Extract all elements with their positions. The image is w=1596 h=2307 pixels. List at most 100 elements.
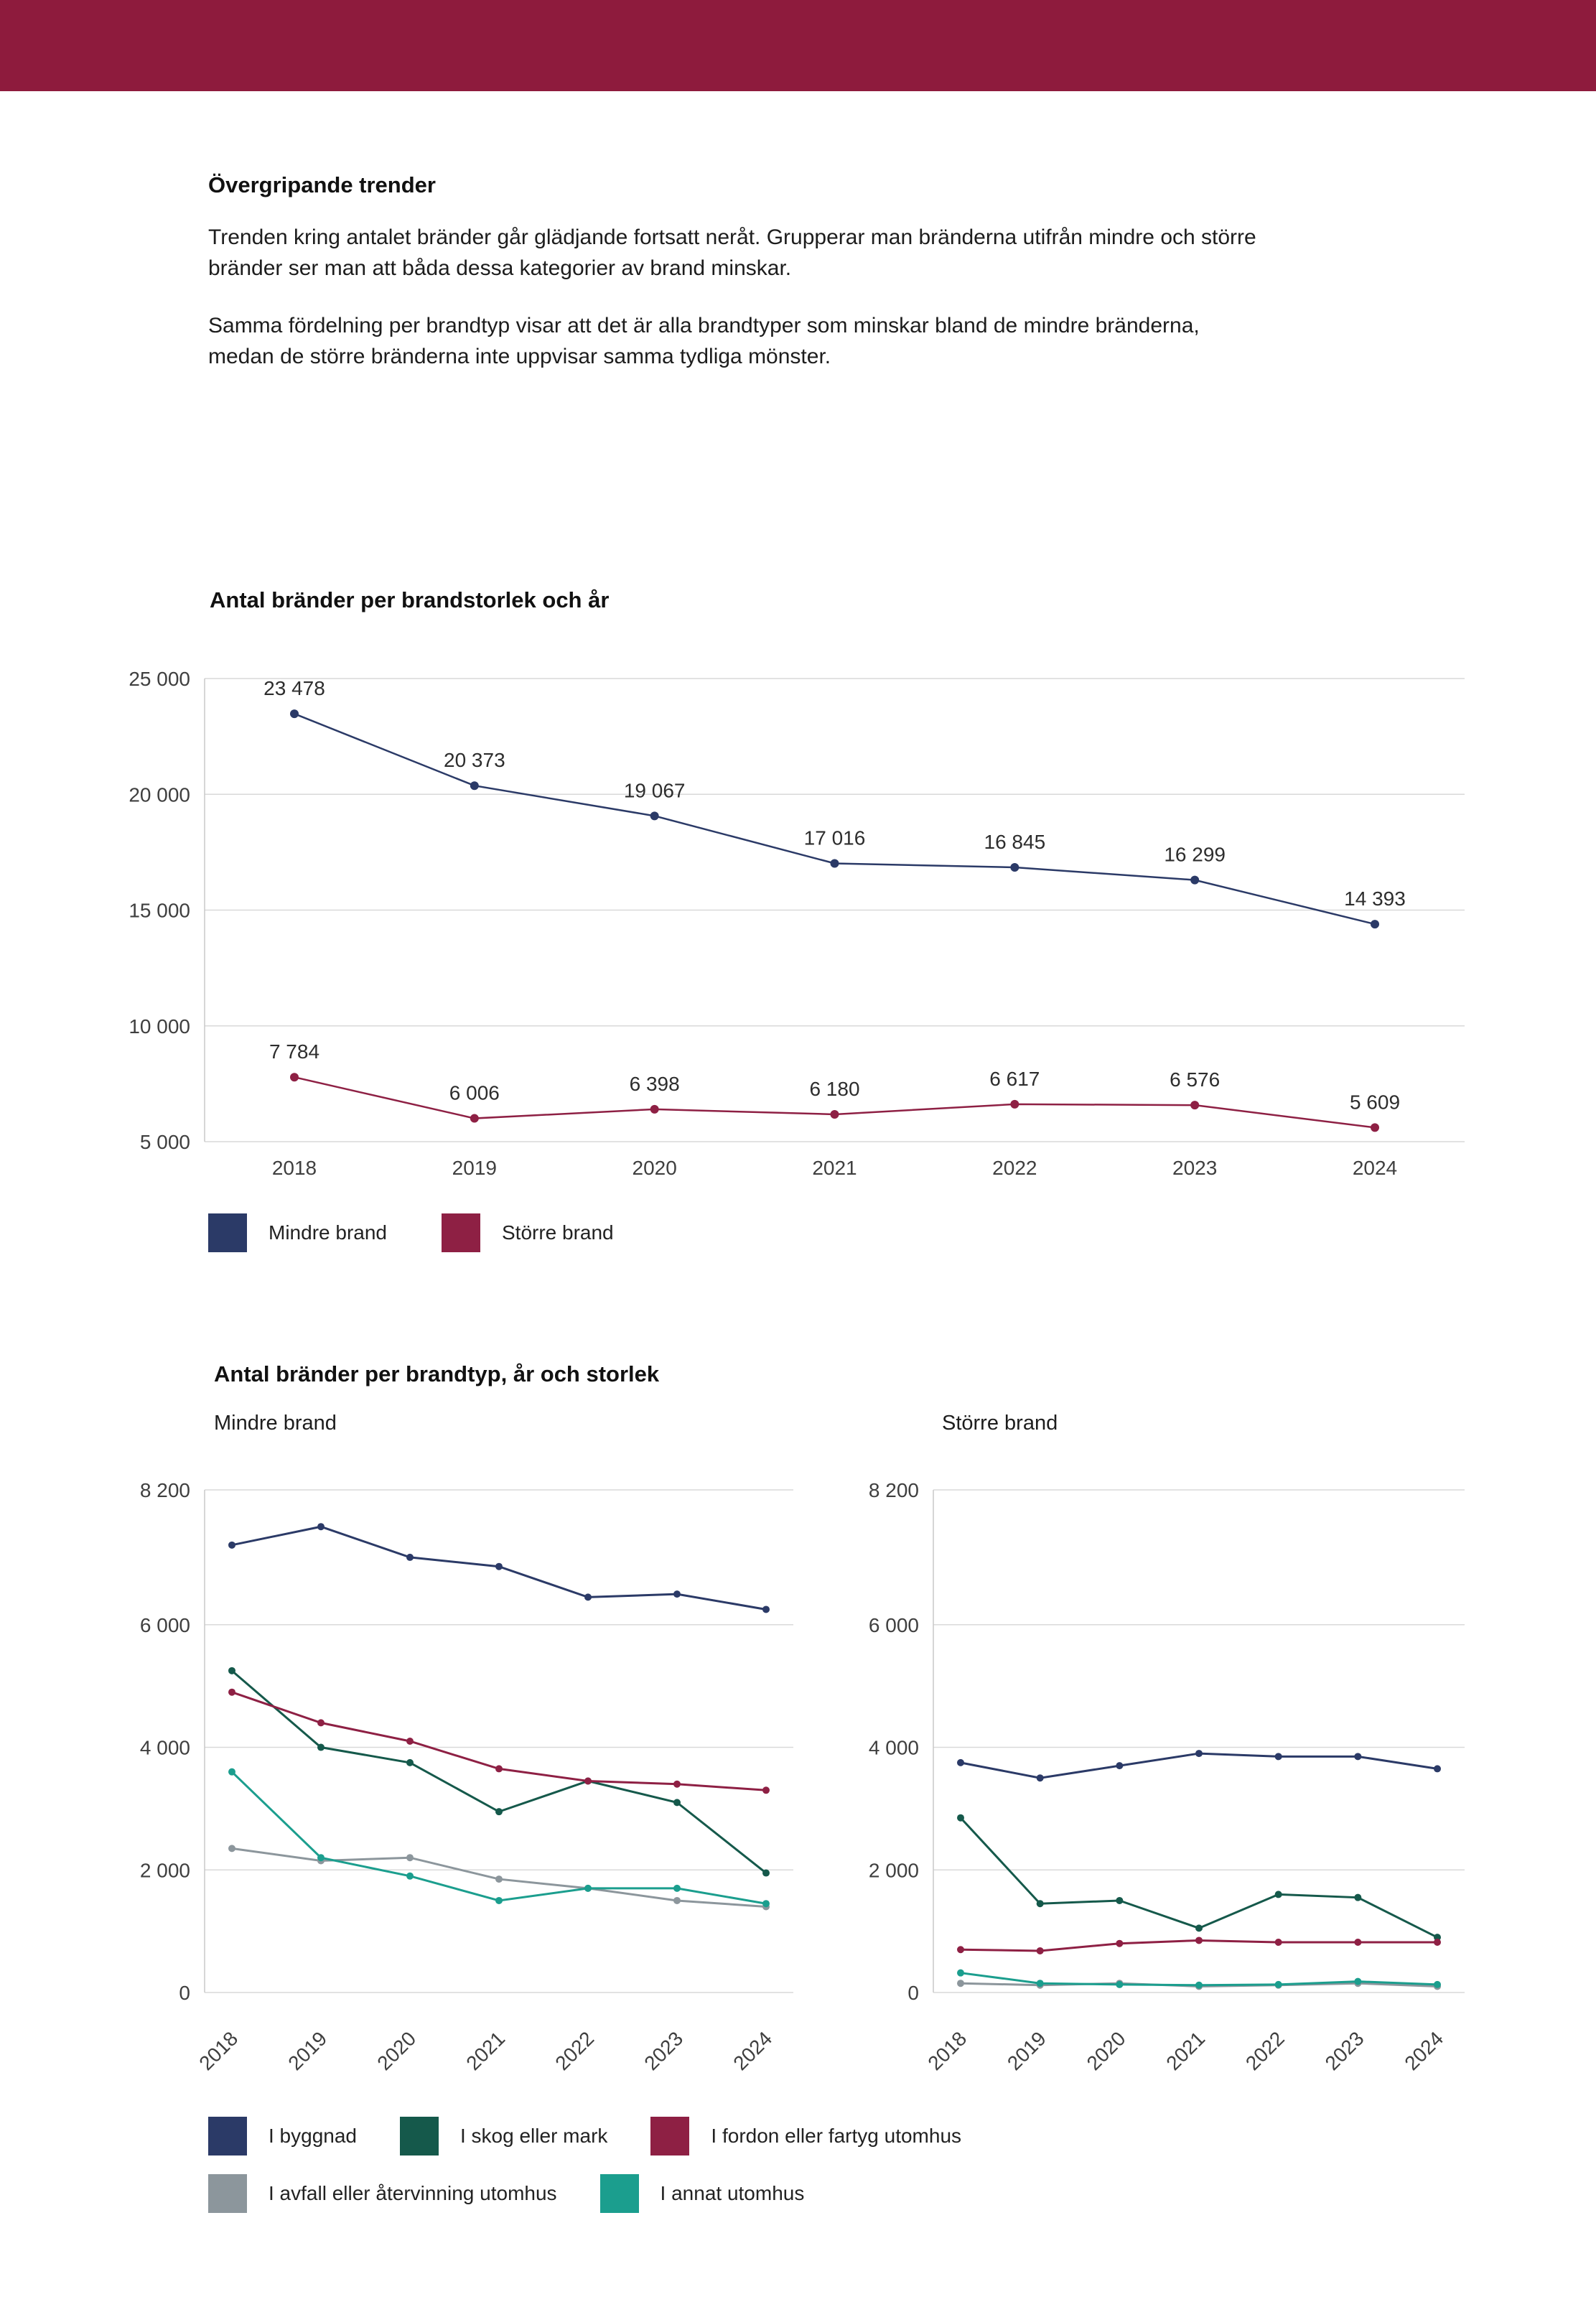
data-label: 6 398 <box>630 1073 680 1095</box>
data-point-st-rre-brand <box>1190 1101 1200 1110</box>
y-axis-tick: 6 000 <box>869 1614 919 1636</box>
legend-swatch <box>650 2117 690 2155</box>
data-point-i-annat-utomhus <box>957 1969 964 1977</box>
legend-label: I annat utomhus <box>660 2182 805 2204</box>
data-point-i-byggnad <box>673 1590 681 1598</box>
chart2-legend: I byggnad I skog eller mark I fordon eller… <box>208 2117 961 2213</box>
data-point-mindre-brand <box>290 709 299 719</box>
y-axis-tick: 25 000 <box>129 668 190 690</box>
data-point-i-annat-utomhus <box>406 1872 414 1880</box>
data-point-i-avfall-eller-tervinning-utomhus <box>406 1854 414 1862</box>
legend-row: I avfall eller återvinning utomhus I anna… <box>208 2174 961 2213</box>
series-line-i-fordon-eller-fartyg-utomhus <box>231 1691 767 1791</box>
y-axis-tick: 4 000 <box>869 1737 919 1759</box>
legend-row: I byggnad I skog eller mark I fordon eller… <box>208 2117 961 2155</box>
data-point-i-skog-eller-mark <box>1354 1893 1362 1901</box>
data-point-st-rre-brand <box>290 1073 299 1082</box>
data-point-i-fordon-eller-fartyg-utomhus <box>762 1786 770 1794</box>
data-point-i-byggnad <box>228 1541 235 1549</box>
data-point-st-rre-brand <box>1371 1123 1379 1132</box>
series-line-i-annat-utomhus <box>230 1771 767 1905</box>
data-point-i-annat-utomhus <box>1195 1981 1203 1989</box>
x-axis-tick: 2019 <box>452 1157 497 1179</box>
data-point-i-fordon-eller-fartyg-utomhus <box>228 1688 235 1696</box>
legend-item-i-skog-eller-mark: I skog eller mark <box>400 2117 607 2155</box>
data-point-i-annat-utomhus <box>317 1854 325 1862</box>
legend-swatch <box>599 2174 639 2213</box>
line-chart-brandstorlek: 5 000 10 000 15 000 20 000 25 000 2018 2019 202… <box>129 668 1465 1179</box>
panel-subtitle-mindre: Mindre brand <box>214 1412 337 1435</box>
data-label: 23 478 <box>263 677 325 699</box>
x-axis-tick: 2018 <box>195 2027 242 2074</box>
series-line-i-skog-eller-mark <box>959 1817 1438 1939</box>
data-point-i-skog-eller-mark <box>1195 1924 1203 1932</box>
chart1-legend: Mindre brand Större brand <box>208 1213 614 1252</box>
legend-swatch <box>208 2117 247 2155</box>
data-point-i-annat-utomhus <box>495 1896 503 1904</box>
y-axis-tick: 6 000 <box>140 1614 190 1636</box>
legend-item-i-fordon-eller-fartyg-utomhus: I fordon eller fartyg utomhus <box>650 2117 961 2155</box>
data-label: 6 576 <box>1170 1068 1220 1091</box>
data-point-i-skog-eller-mark <box>957 1814 964 1822</box>
y-axis-tick: 15 000 <box>129 900 190 922</box>
data-label: 5 609 <box>1350 1091 1400 1113</box>
legend-label: Större brand <box>501 1221 614 1244</box>
legend-label: I byggnad <box>269 2125 357 2147</box>
data-point-i-byggnad <box>406 1553 414 1561</box>
x-axis-tick: 2019 <box>284 2027 331 2074</box>
x-axis-tick: 2023 <box>1321 2027 1368 2074</box>
x-axis-tick: 2020 <box>633 1157 677 1179</box>
data-point-i-skog-eller-mark <box>317 1743 325 1751</box>
x-axis-tick: 2021 <box>812 1157 857 1179</box>
x-axis-tick: 2021 <box>1162 2027 1209 2074</box>
data-point-i-annat-utomhus <box>1434 1980 1441 1988</box>
data-label: 6 006 <box>449 1082 500 1104</box>
section-heading: Övergripande trender <box>208 172 436 197</box>
data-point-i-skog-eller-mark <box>673 1799 681 1807</box>
panel-subtitle-storre: Större brand <box>942 1412 1058 1435</box>
data-point-i-avfall-eller-tervinning-utomhus <box>673 1896 681 1904</box>
legend-swatch <box>441 1213 480 1252</box>
data-point-i-byggnad <box>1274 1753 1282 1761</box>
data-point-i-fordon-eller-fartyg-utomhus <box>584 1777 592 1785</box>
data-point-i-annat-utomhus <box>1116 1980 1124 1988</box>
data-point-i-annat-utomhus <box>228 1768 235 1776</box>
data-point-i-avfall-eller-tervinning-utomhus <box>495 1875 503 1883</box>
data-point-i-byggnad <box>495 1562 503 1570</box>
data-point-i-skog-eller-mark <box>1274 1891 1282 1898</box>
data-point-mindre-brand <box>1190 875 1200 885</box>
series-line-mindre-brand <box>294 712 1376 926</box>
data-point-i-byggnad <box>1354 1753 1362 1761</box>
x-axis-tick: 2022 <box>992 1157 1037 1179</box>
data-label: 6 180 <box>809 1078 859 1100</box>
data-point-i-fordon-eller-fartyg-utomhus <box>673 1780 681 1788</box>
data-label: 20 373 <box>444 749 505 771</box>
data-point-i-fordon-eller-fartyg-utomhus <box>406 1738 414 1745</box>
data-point-i-annat-utomhus <box>584 1884 592 1892</box>
data-point-mindre-brand <box>470 781 479 791</box>
data-label: 6 617 <box>989 1068 1040 1090</box>
data-label: 19 067 <box>624 779 686 801</box>
legend-swatch <box>400 2117 439 2155</box>
legend-label: Mindre brand <box>269 1221 387 1244</box>
data-point-i-annat-utomhus <box>673 1884 681 1892</box>
data-point-i-skog-eller-mark <box>495 1808 503 1816</box>
legend-item-i-avfall-eller-tervinning-utomhus: I avfall eller återvinning utomhus <box>208 2174 557 2213</box>
intro-section: Övergripande trender Trenden kring antal… <box>208 172 1271 399</box>
data-point-mindre-brand <box>1371 920 1379 929</box>
data-point-i-fordon-eller-fartyg-utomhus <box>1195 1937 1203 1944</box>
x-axis-tick: 2018 <box>923 2027 971 2074</box>
data-label: 14 393 <box>1344 887 1406 910</box>
data-point-mindre-brand <box>650 811 659 821</box>
data-point-st-rre-brand <box>650 1104 659 1114</box>
line-chart-brandtyp-mindre: 0 2 000 4 000 6 000 8 200 2018 2019 2020 2021 202… <box>140 1479 793 2074</box>
y-axis-tick: 2 000 <box>869 1859 919 1881</box>
data-point-i-skog-eller-mark <box>762 1869 770 1877</box>
x-axis-tick: 2018 <box>272 1157 317 1179</box>
data-point-i-byggnad <box>1116 1762 1124 1770</box>
data-label: 7 784 <box>269 1040 319 1063</box>
data-point-i-annat-utomhus <box>1036 1980 1044 1987</box>
x-axis-tick: 2020 <box>373 2027 420 2074</box>
data-point-i-annat-utomhus <box>1354 1977 1362 1985</box>
y-axis-tick: 10 000 <box>129 1015 190 1038</box>
